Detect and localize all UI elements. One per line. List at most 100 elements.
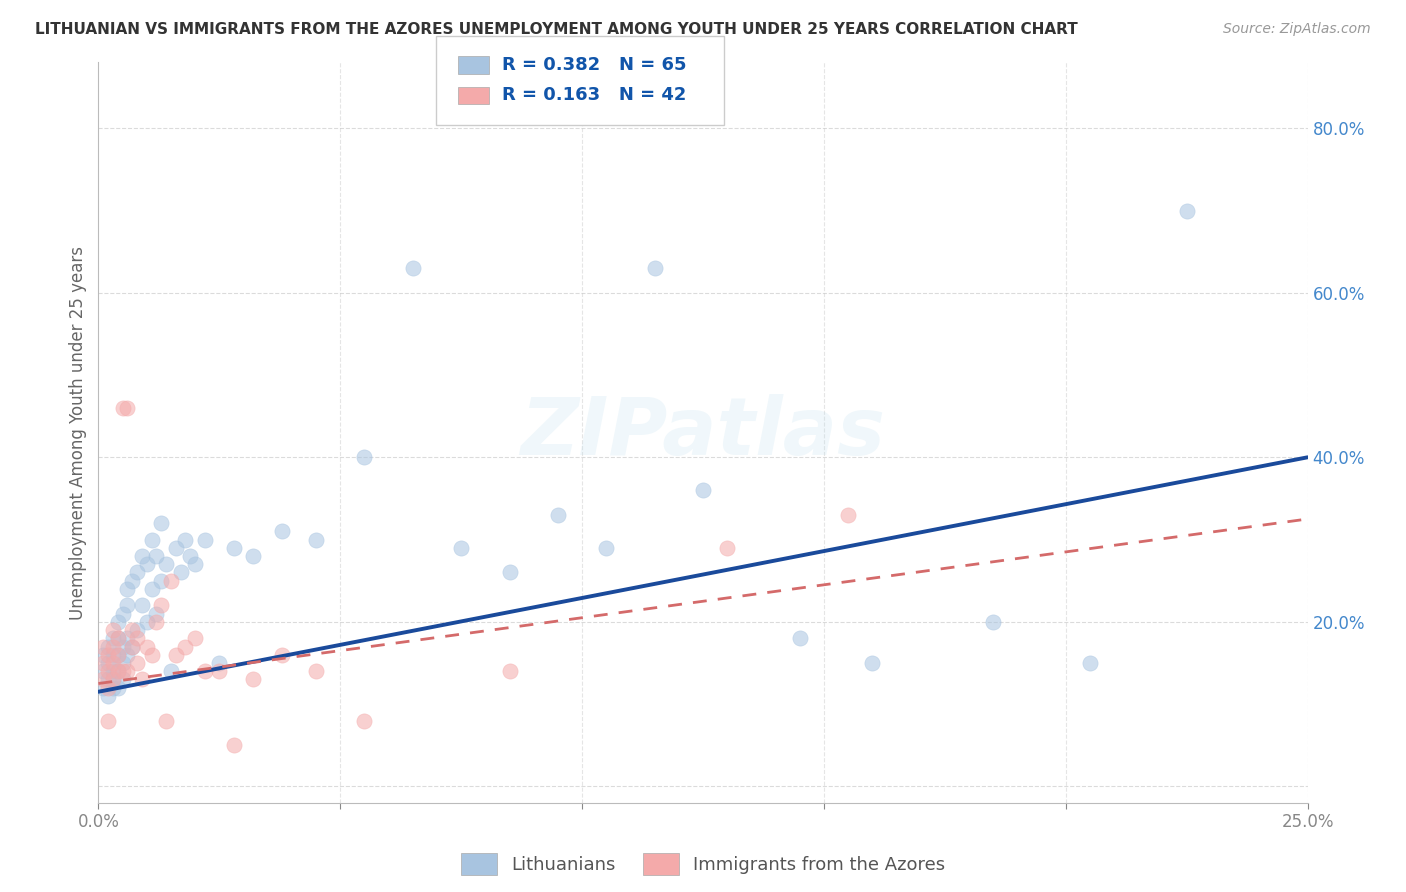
Point bbox=[150, 599, 173, 613]
Point bbox=[107, 681, 129, 695]
Point bbox=[117, 648, 139, 662]
Point bbox=[353, 450, 375, 465]
Point bbox=[131, 673, 153, 687]
Point bbox=[127, 632, 149, 646]
Point bbox=[141, 648, 163, 662]
Text: ZIPatlas: ZIPatlas bbox=[520, 393, 886, 472]
Point bbox=[97, 689, 120, 703]
Point bbox=[121, 640, 143, 654]
Point bbox=[101, 664, 124, 678]
Point bbox=[498, 566, 520, 580]
Point bbox=[222, 541, 245, 555]
Point bbox=[97, 714, 120, 728]
Point bbox=[165, 541, 187, 555]
Point bbox=[305, 664, 328, 678]
Point bbox=[155, 558, 177, 572]
Point bbox=[184, 558, 207, 572]
Point bbox=[145, 615, 167, 629]
Point bbox=[194, 664, 217, 678]
Point bbox=[111, 401, 134, 415]
Point bbox=[160, 574, 183, 588]
Point bbox=[117, 582, 139, 596]
Point bbox=[145, 549, 167, 563]
Y-axis label: Unemployment Among Youth under 25 years: Unemployment Among Youth under 25 years bbox=[69, 245, 87, 620]
Point bbox=[101, 648, 124, 662]
Point bbox=[179, 549, 201, 563]
Point bbox=[141, 533, 163, 547]
Point bbox=[91, 664, 114, 678]
Point bbox=[97, 656, 120, 670]
Point bbox=[97, 664, 120, 678]
Point bbox=[101, 673, 124, 687]
Point bbox=[97, 640, 120, 654]
Point bbox=[305, 533, 328, 547]
Point bbox=[91, 640, 114, 654]
Point bbox=[111, 664, 134, 678]
Point bbox=[97, 648, 120, 662]
Point bbox=[107, 648, 129, 662]
Point bbox=[107, 632, 129, 646]
Point bbox=[271, 524, 294, 539]
Point bbox=[194, 533, 217, 547]
Point bbox=[135, 615, 157, 629]
Point bbox=[107, 664, 129, 678]
Point bbox=[101, 673, 124, 687]
Point bbox=[127, 656, 149, 670]
Point bbox=[91, 656, 114, 670]
Point bbox=[97, 673, 120, 687]
Text: Source: ZipAtlas.com: Source: ZipAtlas.com bbox=[1223, 22, 1371, 37]
Point bbox=[101, 632, 124, 646]
Point bbox=[91, 681, 114, 695]
Point bbox=[107, 615, 129, 629]
Point bbox=[135, 558, 157, 572]
Point bbox=[117, 599, 139, 613]
Point bbox=[111, 656, 134, 670]
Text: LITHUANIAN VS IMMIGRANTS FROM THE AZORES UNEMPLOYMENT AMONG YOUTH UNDER 25 YEARS: LITHUANIAN VS IMMIGRANTS FROM THE AZORES… bbox=[35, 22, 1078, 37]
Point bbox=[111, 607, 134, 621]
Point bbox=[837, 508, 859, 522]
Point bbox=[131, 599, 153, 613]
Point bbox=[111, 673, 134, 687]
Point bbox=[208, 664, 231, 678]
Point bbox=[860, 656, 883, 670]
Point bbox=[101, 656, 124, 670]
Point bbox=[145, 607, 167, 621]
Point bbox=[169, 566, 191, 580]
Point bbox=[121, 623, 143, 637]
Point bbox=[353, 714, 375, 728]
Text: R = 0.163   N = 42: R = 0.163 N = 42 bbox=[502, 87, 686, 104]
Point bbox=[111, 640, 134, 654]
Point bbox=[222, 738, 245, 752]
Point bbox=[208, 656, 231, 670]
Point bbox=[242, 549, 264, 563]
Point bbox=[101, 681, 124, 695]
Point bbox=[150, 574, 173, 588]
Point bbox=[150, 516, 173, 530]
Point bbox=[692, 483, 714, 498]
Point bbox=[1175, 203, 1198, 218]
Point bbox=[117, 664, 139, 678]
Point bbox=[101, 640, 124, 654]
Point bbox=[716, 541, 738, 555]
Point bbox=[141, 582, 163, 596]
Point bbox=[242, 673, 264, 687]
Point bbox=[101, 623, 124, 637]
Point bbox=[271, 648, 294, 662]
Point bbox=[127, 566, 149, 580]
Point bbox=[644, 261, 666, 276]
Point bbox=[165, 648, 187, 662]
Point bbox=[789, 632, 811, 646]
Point bbox=[131, 549, 153, 563]
Point bbox=[127, 623, 149, 637]
Point bbox=[160, 664, 183, 678]
Point bbox=[981, 615, 1004, 629]
Point bbox=[121, 574, 143, 588]
Point bbox=[595, 541, 617, 555]
Point bbox=[91, 648, 114, 662]
Point bbox=[117, 401, 139, 415]
Point bbox=[174, 533, 197, 547]
Point bbox=[107, 648, 129, 662]
Point bbox=[117, 632, 139, 646]
Point bbox=[107, 664, 129, 678]
Legend: Lithuanians, Immigrants from the Azores: Lithuanians, Immigrants from the Azores bbox=[453, 847, 953, 882]
